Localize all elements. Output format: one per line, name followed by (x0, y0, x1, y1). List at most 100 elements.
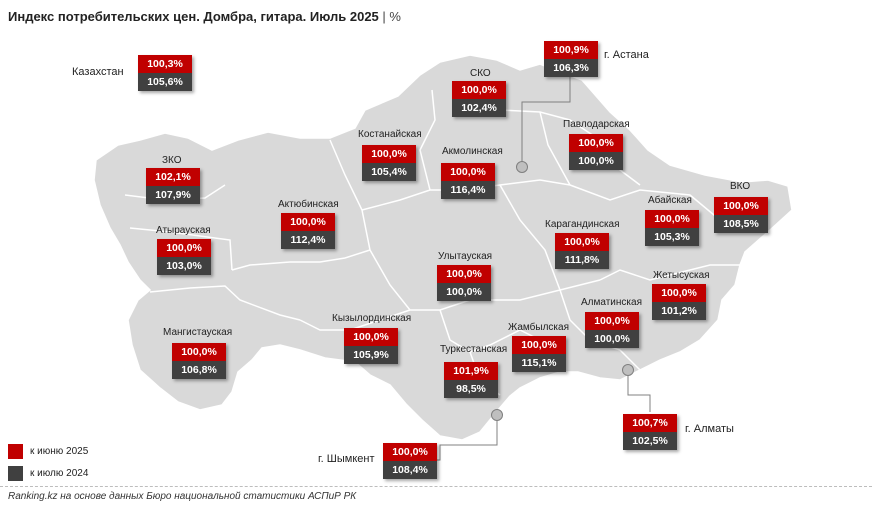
vs-prev-year: 107,9% (146, 186, 200, 204)
region-value-box: 101,9% 98,5% (444, 362, 498, 398)
region-value-box: 100,0% 116,4% (441, 163, 495, 199)
vs-prev-month: 100,0% (645, 210, 699, 228)
region-value-box: 100,0% 105,3% (645, 210, 699, 246)
vs-prev-year: 111,8% (555, 251, 609, 269)
region-value-box: 100,0% 111,8% (555, 233, 609, 269)
vs-prev-year: 115,1% (512, 354, 566, 372)
title-unit: % (389, 9, 401, 24)
vs-prev-month: 100,0% (362, 145, 416, 163)
region-name: Алматинская (581, 297, 642, 308)
vs-prev-year: 105,4% (362, 163, 416, 181)
vs-prev-year: 102,5% (623, 432, 677, 450)
region-name: Мангистауская (163, 327, 233, 338)
region-value-box: 100,7% 102,5% (623, 414, 677, 450)
vs-prev-month: 100,0% (452, 81, 506, 99)
vs-prev-month: 100,0% (437, 265, 491, 283)
region-name: г. Алматы (685, 423, 734, 435)
country-vs-prev-month: 100,3% (138, 55, 192, 73)
region-name: Жетысуская (653, 270, 710, 281)
leader-lines (436, 61, 651, 461)
vs-prev-year: 103,0% (157, 257, 211, 275)
vs-prev-year: 106,8% (172, 361, 226, 379)
region-value-box: 102,1% 107,9% (146, 168, 200, 204)
region-name: Костанайская (358, 129, 422, 140)
region-name: Кызылординская (332, 313, 412, 324)
legend: к июню 2025 к июлю 2024 (8, 443, 88, 487)
vs-prev-year: 105,3% (645, 228, 699, 246)
vs-prev-month: 100,0% (157, 239, 211, 257)
region-name: ЗКО (162, 155, 182, 166)
region-value-box: 100,9% 106,3% (544, 41, 598, 77)
vs-prev-month: 100,0% (512, 336, 566, 354)
legend-item-prev-year: к июлю 2024 (8, 465, 88, 481)
region-name: г. Шымкент (318, 453, 375, 465)
vs-prev-year: 112,4% (281, 231, 335, 249)
title-separator: | (382, 9, 390, 24)
vs-prev-month: 100,0% (441, 163, 495, 181)
vs-prev-month: 102,1% (146, 168, 200, 186)
region-value-box: 100,0% 102,4% (452, 81, 506, 117)
shymkent-marker (491, 409, 503, 421)
region-value-box: 100,0% 108,5% (714, 197, 768, 233)
region-value-box: 100,0% 105,9% (344, 328, 398, 364)
vs-prev-year: 108,4% (383, 461, 437, 479)
region-name: Акмолинская (442, 146, 503, 157)
chart-title-text: Индекс потребительских цен. Домбра, гита… (8, 9, 379, 24)
legend-swatch-dark (8, 465, 23, 481)
legend-label: к июню 2025 (30, 445, 89, 457)
region-name: Карагандинская (545, 219, 620, 230)
chart-title: Индекс потребительских цен. Домбра, гита… (8, 9, 401, 24)
region-name: СКО (470, 68, 491, 79)
vs-prev-year: 106,3% (544, 59, 598, 77)
region-value-box: 100,0% 101,2% (652, 284, 706, 320)
region-name: Атырауская (156, 225, 211, 236)
region-value-box: 100,0% 105,4% (362, 145, 416, 181)
region-name: ВКО (730, 181, 751, 192)
vs-prev-month: 100,7% (623, 414, 677, 432)
country-label: Казахстан (72, 66, 124, 78)
vs-prev-month: 100,0% (585, 312, 639, 330)
region-name: г. Астана (604, 49, 649, 61)
source-note: Ranking.kz на основе данных Бюро национа… (8, 491, 357, 502)
astana-marker (516, 161, 528, 173)
legend-swatch-red (8, 443, 23, 459)
vs-prev-year: 108,5% (714, 215, 768, 233)
vs-prev-year: 101,2% (652, 302, 706, 320)
region-value-box: 100,0% 106,8% (172, 343, 226, 379)
almaty-marker (622, 364, 634, 376)
region-value-box: 100,0% 115,1% (512, 336, 566, 372)
vs-prev-year: 98,5% (444, 380, 498, 398)
vs-prev-year: 100,0% (437, 283, 491, 301)
region-value-box: 100,0% 100,0% (585, 312, 639, 348)
vs-prev-year: 100,0% (569, 152, 623, 170)
vs-prev-month: 100,0% (714, 197, 768, 215)
region-name: Актюбинская (278, 199, 339, 210)
vs-prev-month: 100,9% (544, 41, 598, 59)
vs-prev-month: 100,0% (172, 343, 226, 361)
region-name: Жамбылская (508, 322, 569, 333)
region-name: Туркестанская (440, 344, 508, 355)
footer-divider (0, 486, 872, 487)
vs-prev-month: 100,0% (569, 134, 623, 152)
region-value-box: 100,0% 100,0% (569, 134, 623, 170)
vs-prev-month: 100,0% (383, 443, 437, 461)
vs-prev-year: 116,4% (441, 181, 495, 199)
vs-prev-month: 100,0% (555, 233, 609, 251)
vs-prev-year: 100,0% (585, 330, 639, 348)
region-name: Абайская (648, 195, 692, 206)
country-value-box: 100,3% 105,6% (138, 55, 192, 91)
region-name: Павлодарская (563, 119, 630, 130)
region-borders (124, 89, 740, 396)
vs-prev-year: 105,9% (344, 346, 398, 364)
region-value-box: 100,0% 112,4% (281, 213, 335, 249)
legend-label: к июлю 2024 (30, 467, 89, 479)
region-name: Улытауская (438, 251, 493, 262)
region-value-box: 100,0% 100,0% (437, 265, 491, 301)
country-vs-prev-year: 105,6% (138, 73, 192, 91)
vs-prev-month: 100,0% (344, 328, 398, 346)
vs-prev-month: 101,9% (444, 362, 498, 380)
vs-prev-year: 102,4% (452, 99, 506, 117)
region-value-box: 100,0% 103,0% (157, 239, 211, 275)
vs-prev-month: 100,0% (652, 284, 706, 302)
